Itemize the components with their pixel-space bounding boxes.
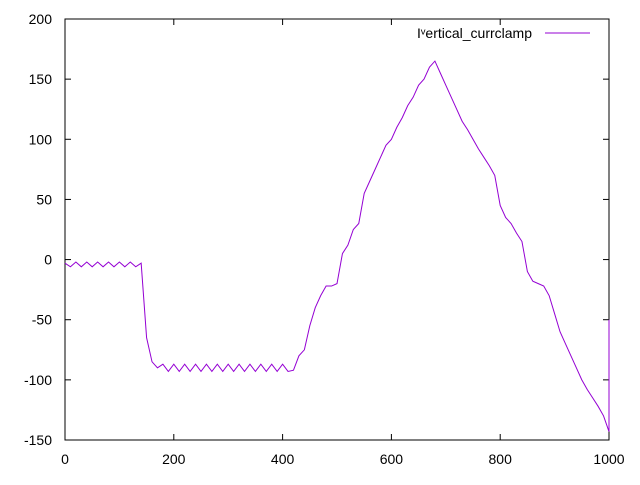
y-tick-label: 50 [36, 191, 52, 207]
y-tick-label: 100 [29, 131, 53, 147]
y-tick-label: 0 [44, 252, 52, 268]
x-tick-label: 400 [271, 451, 295, 467]
legend-label: Iᵛertical_currclamp [417, 25, 532, 41]
x-tick-label: 200 [162, 451, 186, 467]
x-tick-label: 1000 [593, 451, 624, 467]
y-tick-label: -100 [24, 372, 52, 388]
y-tick-label: 150 [29, 71, 53, 87]
plot-frame [64, 18, 610, 441]
data-line [64, 60, 610, 432]
y-tick-label: -50 [32, 312, 52, 328]
y-tick-label: -150 [24, 432, 52, 448]
y-tick-label: 200 [29, 11, 53, 27]
x-tick-label: 800 [489, 451, 513, 467]
x-tick-label: 0 [61, 451, 69, 467]
x-tick-label: 600 [380, 451, 404, 467]
